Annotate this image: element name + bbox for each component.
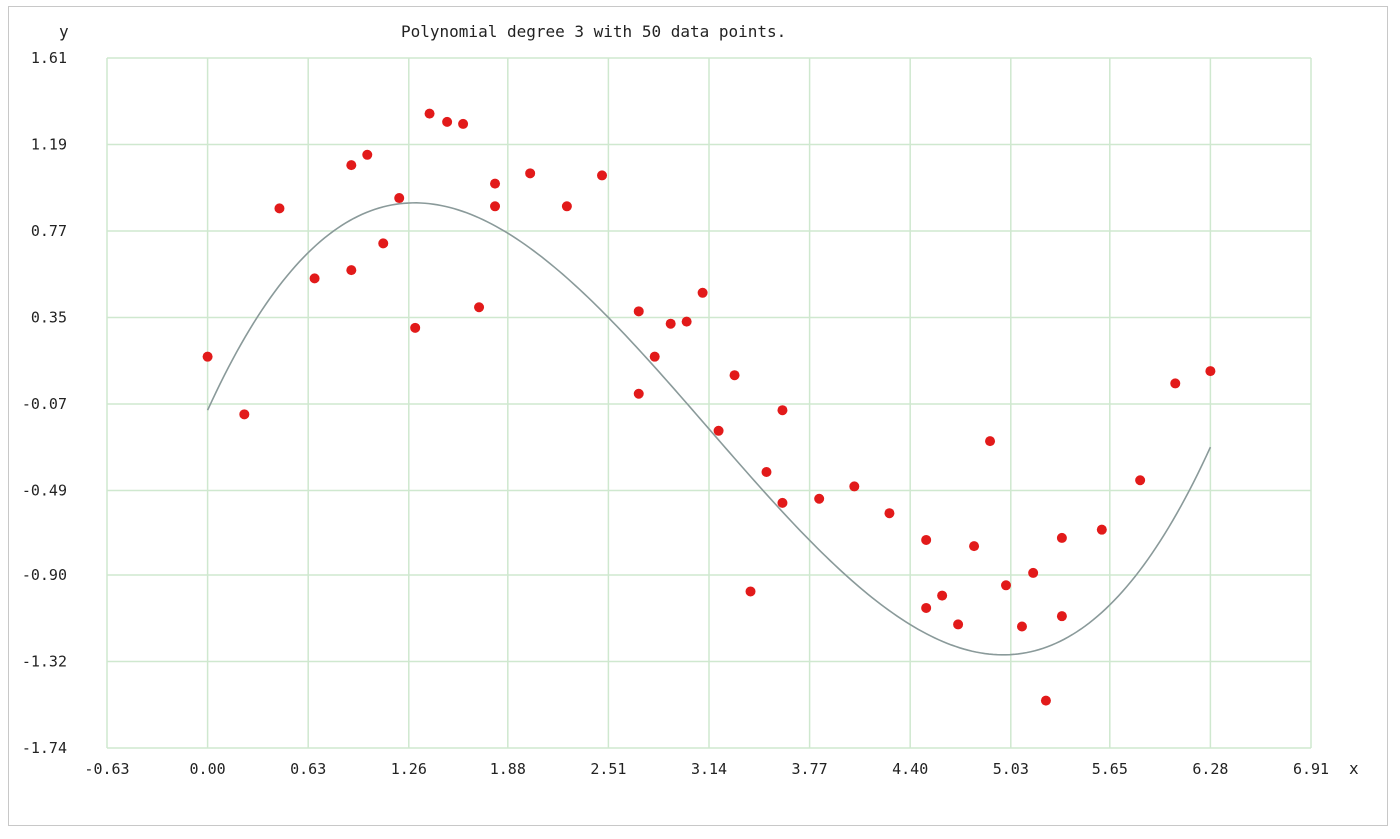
data-point	[346, 160, 357, 171]
data-point	[1056, 611, 1067, 622]
data-point	[1135, 475, 1146, 486]
x-tick-labels: -0.63 0.00 0.63 1.26 1.88 2.51 3.14 3.77 4.40 5.0…	[84, 760, 1329, 778]
data-point	[346, 265, 357, 276]
x-tick-label: 5.65	[1092, 760, 1128, 778]
x-tick-label: 6.91	[1293, 760, 1329, 778]
data-point	[633, 388, 644, 399]
data-point	[490, 178, 501, 189]
data-point	[394, 193, 405, 204]
fit-curve	[206, 202, 1212, 656]
data-point	[633, 306, 644, 317]
y-tick-label: -0.07	[22, 395, 67, 413]
data-point	[777, 497, 788, 508]
x-tick-label: 1.26	[391, 760, 427, 778]
data-point	[1040, 695, 1051, 706]
data-point	[921, 602, 932, 613]
data-point	[597, 170, 608, 181]
data-point	[745, 586, 756, 597]
x-tick-label: 0.63	[290, 760, 326, 778]
data-point	[969, 541, 980, 552]
data-point	[921, 534, 932, 545]
data-point	[814, 493, 825, 504]
y-tick-label: 1.61	[31, 49, 67, 67]
y-tick-label: -1.74	[22, 739, 67, 757]
y-tick-label: 0.35	[31, 309, 67, 327]
x-tick-label: 4.40	[892, 760, 928, 778]
data-point	[474, 302, 485, 313]
data-point	[1001, 580, 1012, 591]
data-point	[410, 322, 421, 333]
data-point	[239, 409, 250, 420]
data-point	[884, 508, 895, 519]
data-point	[1170, 378, 1181, 389]
data-point	[1096, 524, 1107, 535]
chart-frame: -0.63 0.00 0.63 1.26 1.88 2.51 3.14 3.77 4.40 5.0…	[8, 6, 1388, 826]
data-point	[442, 116, 453, 127]
grid-layer	[106, 57, 1312, 749]
x-tick-label: 0.00	[190, 760, 226, 778]
data-point	[458, 118, 469, 129]
x-tick-label: 2.51	[590, 760, 626, 778]
data-point	[525, 168, 536, 179]
x-tick-label: 3.14	[691, 760, 727, 778]
data-point	[309, 273, 320, 284]
data-point	[761, 467, 772, 477]
data-point	[202, 351, 213, 362]
data-point	[649, 351, 660, 362]
y-tick-label: -0.90	[22, 566, 67, 584]
x-axis-label: x	[1349, 759, 1359, 778]
data-point	[777, 405, 788, 416]
y-tick-label: 1.19	[31, 136, 67, 154]
y-tick-label: -0.49	[22, 482, 67, 500]
data-point	[1056, 532, 1067, 543]
data-point	[681, 316, 692, 327]
data-point	[697, 287, 708, 298]
chart-title: Polynomial degree 3 with 50 data points.	[401, 22, 786, 41]
data-point	[362, 149, 373, 160]
data-point	[1016, 621, 1027, 632]
x-tick-label: 3.77	[792, 760, 828, 778]
y-tick-label: -1.32	[22, 652, 67, 670]
y-tick-labels: 1.61 1.19 0.77 0.35 -0.07 -0.49 -0.90 -1.32 -1.7…	[22, 49, 67, 757]
scatter-chart: -0.63 0.00 0.63 1.26 1.88 2.51 3.14 3.77 4.40 5.0…	[22, 22, 1359, 778]
x-tick-label: -0.63	[84, 760, 129, 778]
data-point	[729, 370, 740, 381]
x-tick-label: 6.28	[1192, 760, 1228, 778]
data-point	[953, 619, 964, 630]
data-point	[561, 201, 572, 212]
data-point	[424, 108, 435, 119]
y-axis-label: y	[59, 22, 69, 41]
data-point	[1028, 567, 1039, 578]
y-tick-label: 0.77	[31, 222, 67, 240]
x-tick-label: 5.03	[993, 760, 1029, 778]
data-point	[274, 203, 285, 214]
data-point	[378, 238, 389, 249]
data-point	[1205, 366, 1216, 377]
data-point	[490, 201, 501, 212]
data-point	[937, 590, 948, 601]
data-point	[713, 425, 724, 436]
data-point	[985, 436, 996, 447]
x-tick-label: 1.88	[490, 760, 526, 778]
data-point	[849, 481, 860, 492]
data-point	[665, 318, 676, 329]
data-points	[202, 108, 1216, 706]
